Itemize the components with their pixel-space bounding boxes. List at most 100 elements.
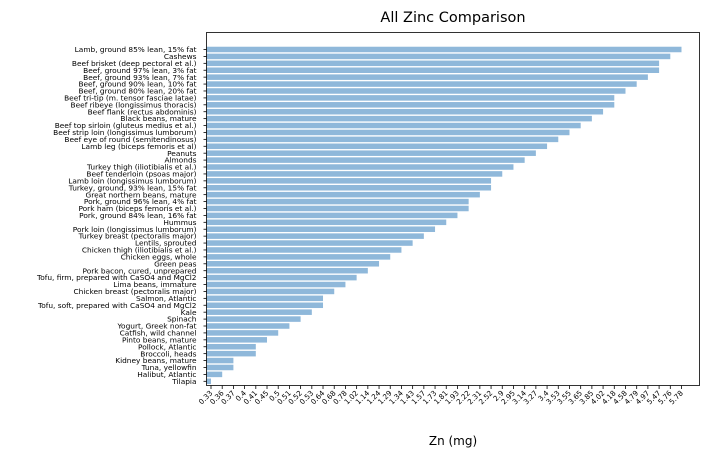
category-label: Beef, ground 97% lean, 3% fat	[83, 66, 196, 75]
category-label: Beef eye of round (semitendinosus)	[64, 135, 196, 144]
category-label: Beef, ground 93% lean, 7% fat	[83, 73, 196, 82]
bar	[206, 171, 503, 177]
category-label: Chicken thigh (iliotibialis et al.)	[82, 246, 197, 255]
bar	[206, 122, 581, 129]
category-label: Catfish, wild channel	[120, 329, 197, 338]
bar	[206, 81, 637, 87]
bar	[206, 364, 234, 371]
bar	[206, 337, 268, 343]
category-label: Beef, ground 80% lean, 20% fat	[78, 87, 196, 96]
bar	[206, 302, 324, 309]
category-label: Beef, ground 90% lean, 10% fat	[78, 80, 196, 89]
bar	[206, 67, 660, 73]
category-label: Beef top sirloin (gluteus medius et al.)	[55, 121, 197, 130]
bar	[206, 205, 469, 212]
bar	[206, 184, 492, 191]
bar	[206, 198, 469, 205]
bar	[206, 274, 357, 281]
category-label: Beef strip loin (longissimus lumborum)	[53, 128, 196, 137]
category-label: Lamb, ground 85% lean, 15% fat	[75, 45, 197, 54]
bar	[206, 150, 536, 156]
category-label: Great northern beans, mature	[86, 190, 197, 199]
category-label: Salmon, Atlantic	[136, 294, 196, 303]
bar	[206, 102, 615, 108]
category-label: Kidney beans, mature	[115, 356, 197, 365]
category-label: Beef brisket (deep pectoral et al.)	[72, 59, 197, 68]
category-label: Green peas	[154, 259, 196, 268]
bar	[206, 88, 626, 94]
category-label: Halibut, Atlantic	[137, 370, 196, 379]
bar	[206, 240, 413, 246]
bar	[206, 247, 402, 253]
category-label: Turkey thigh (iliotibialis et al.)	[86, 163, 197, 172]
category-label: Almonds	[164, 156, 196, 165]
category-label: Turkey, ground, 93% lean, 15% fat	[68, 183, 197, 192]
category-label: Lamb loin (longissimus lumborum)	[68, 176, 196, 185]
category-label: Lima beans, immature	[113, 280, 197, 289]
bar	[206, 350, 256, 357]
category-label: Black beans, mature	[120, 114, 197, 123]
category-label: Pork ham (biceps femoris et al.)	[78, 204, 196, 213]
bar	[206, 212, 458, 219]
category-label: Chicken breast (pectoralis major)	[73, 287, 196, 296]
category-label: Beef tenderloin (psoas major)	[86, 170, 196, 179]
bar	[206, 136, 559, 143]
category-label: Lamb leg (biceps femoris et al)	[81, 142, 196, 151]
bar	[206, 164, 514, 170]
bar	[206, 254, 391, 260]
category-label: Beef tri-tip (m. tensor fasciae latae)	[64, 93, 197, 102]
bar	[206, 295, 324, 302]
bar	[206, 115, 592, 122]
bar	[206, 378, 211, 385]
category-label: Broccoli, heads	[140, 349, 196, 358]
bar	[206, 53, 671, 60]
chart-title: All Zinc Comparison	[380, 10, 525, 26]
bar	[206, 323, 290, 329]
category-label: Hummus	[163, 218, 196, 227]
bar	[206, 60, 660, 67]
bar	[206, 74, 648, 80]
bar	[206, 330, 279, 336]
bar	[206, 233, 424, 239]
bar	[206, 191, 480, 198]
x-tick-label: 5.78	[667, 388, 685, 406]
bar	[206, 316, 301, 322]
category-label: Pork bacon, cured, unprepared	[83, 266, 197, 275]
category-label: Pork loin (longissimus lumborum)	[73, 225, 197, 234]
category-label: Beef ribeye (longissimus thoracis)	[71, 100, 197, 109]
bar	[206, 357, 234, 364]
category-label: Spinach	[167, 315, 197, 324]
bar	[206, 281, 346, 288]
bar	[206, 343, 256, 350]
x-ticks: 0.330.360.370.40.410.450.50.510.520.530.…	[197, 385, 685, 406]
bar	[206, 267, 368, 274]
bar	[206, 157, 525, 163]
bar	[206, 143, 548, 150]
category-label: Kale	[181, 308, 197, 317]
category-label: Pork, ground 96% lean, 4% fat	[84, 197, 197, 206]
category-label: Cashews	[164, 52, 197, 61]
plot-frame	[206, 32, 700, 386]
x-axis-label: Zn (mg)	[429, 434, 477, 448]
category-label: Tofu, firm, prepared with CaSO4 and MgCl…	[36, 273, 197, 282]
category-label: Pork, ground 84% lean, 16% fat	[79, 211, 196, 220]
category-label: Chicken eggs, whole	[121, 252, 197, 261]
bar	[206, 95, 615, 101]
category-label: Beef flank (rectus abdominis)	[88, 107, 197, 116]
category-label: Pinto beans, mature	[122, 335, 197, 344]
category-label: Turkey breast (pectoralis major)	[78, 232, 197, 241]
bar	[206, 309, 312, 315]
bar	[206, 129, 570, 136]
bar	[206, 288, 335, 295]
category-label: Pollock, Atlantic	[138, 342, 197, 351]
category-label: Yogurt, Greek non-fat	[117, 322, 197, 331]
bars-group	[206, 46, 682, 385]
bar	[206, 46, 682, 53]
category-label: Tofu, soft, prepared with CaSO4 and MgCl…	[37, 301, 197, 310]
category-label: Peanuts	[167, 149, 197, 158]
category-label: Lentils, sprouted	[135, 239, 197, 248]
bar	[206, 219, 447, 226]
category-labels: Lamb, ground 85% lean, 15% fatCashewsBee…	[36, 45, 207, 386]
bar	[206, 261, 380, 267]
